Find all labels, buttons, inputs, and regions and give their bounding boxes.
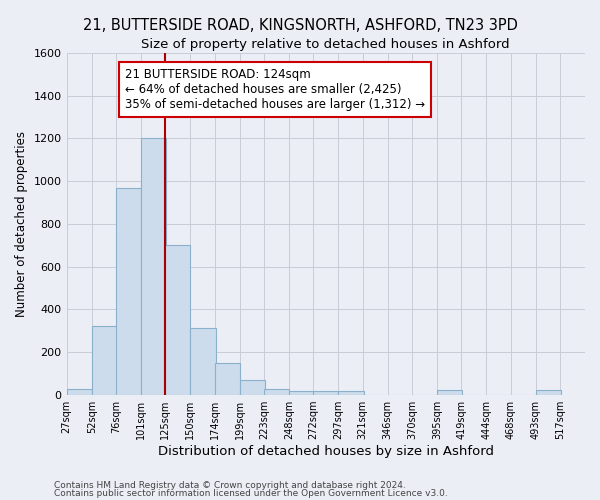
Bar <box>190 328 215 394</box>
Bar <box>141 138 166 394</box>
Bar <box>116 188 141 394</box>
Text: Contains HM Land Registry data © Crown copyright and database right 2024.: Contains HM Land Registry data © Crown c… <box>54 480 406 490</box>
Bar <box>264 389 289 394</box>
X-axis label: Distribution of detached houses by size in Ashford: Distribution of detached houses by size … <box>158 444 494 458</box>
Bar <box>92 326 117 394</box>
Bar <box>289 392 314 394</box>
Bar <box>313 392 338 394</box>
Bar <box>165 245 190 394</box>
Bar <box>239 380 265 394</box>
Bar <box>437 390 462 394</box>
Title: Size of property relative to detached houses in Ashford: Size of property relative to detached ho… <box>142 38 510 51</box>
Bar <box>338 392 364 394</box>
Bar <box>67 389 92 394</box>
Text: 21, BUTTERSIDE ROAD, KINGSNORTH, ASHFORD, TN23 3PD: 21, BUTTERSIDE ROAD, KINGSNORTH, ASHFORD… <box>83 18 517 32</box>
Text: 21 BUTTERSIDE ROAD: 124sqm
← 64% of detached houses are smaller (2,425)
35% of s: 21 BUTTERSIDE ROAD: 124sqm ← 64% of deta… <box>125 68 425 111</box>
Y-axis label: Number of detached properties: Number of detached properties <box>15 131 28 317</box>
Text: Contains public sector information licensed under the Open Government Licence v3: Contains public sector information licen… <box>54 489 448 498</box>
Bar <box>536 390 561 394</box>
Bar <box>215 362 239 394</box>
